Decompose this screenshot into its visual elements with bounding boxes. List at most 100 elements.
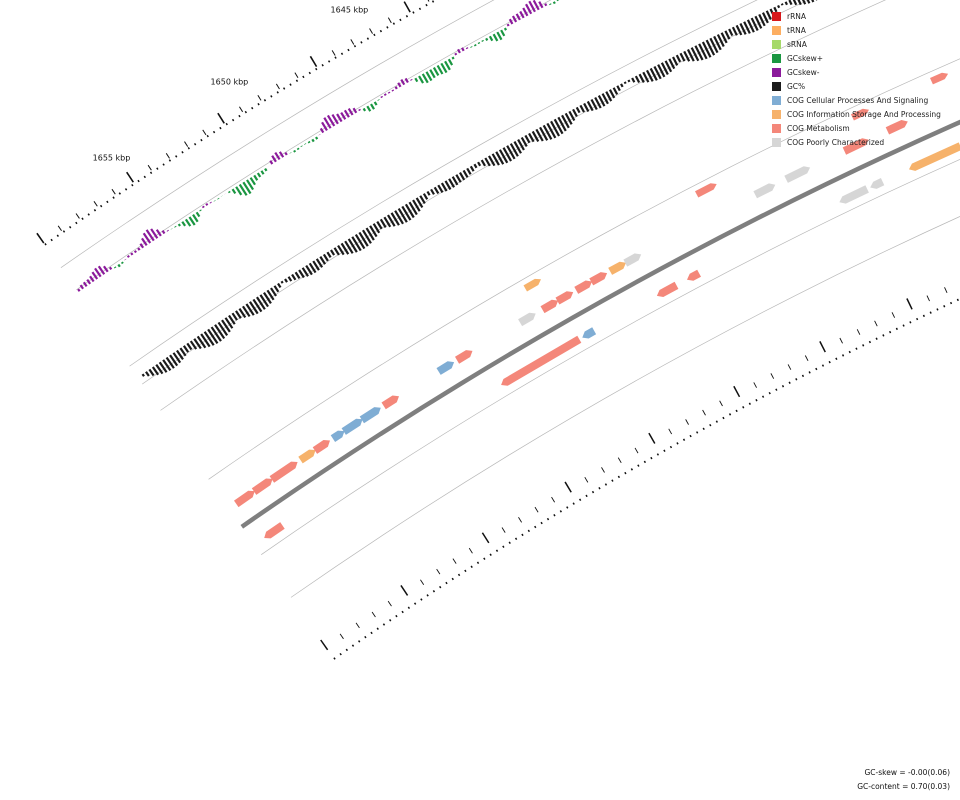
scale-tick xyxy=(93,201,98,207)
inner-tick xyxy=(355,622,360,629)
gc-content-bar xyxy=(758,13,766,27)
gcskew-minus-bar xyxy=(311,138,315,143)
gcskew-plus-bar xyxy=(319,127,325,134)
gc-content-bar xyxy=(616,85,621,92)
gcskew-plus-bar xyxy=(358,108,361,112)
gc-content-bar xyxy=(291,273,297,281)
gcskew-minus-bar xyxy=(249,177,256,186)
gc-content-bar xyxy=(351,236,362,252)
gc-content-bar xyxy=(801,0,807,5)
gc-content-bar xyxy=(520,136,528,147)
gcskew-plus-bar xyxy=(331,114,339,125)
scale-tick xyxy=(126,171,134,183)
gc-content-bar xyxy=(308,262,317,274)
statistics: GC-skew = -0.00(0.06) GC-content = 0.70(… xyxy=(857,766,950,794)
inner-tick xyxy=(648,432,656,444)
gc-content-bar xyxy=(561,114,570,129)
gc-content-bar xyxy=(151,366,160,376)
gcskew-plus-bar xyxy=(79,284,85,290)
gc-content-bar xyxy=(477,161,482,167)
gc-content-bar xyxy=(379,218,387,228)
gc-content-bar xyxy=(653,66,662,80)
gcskew-plus-bar xyxy=(155,229,162,237)
gc-content-bar xyxy=(811,0,815,3)
gc-content-stat: GC-content = 0.70(0.03) xyxy=(857,782,950,791)
gc-content-bar xyxy=(701,41,712,58)
gc-content-bar xyxy=(430,188,435,195)
gene-arrow xyxy=(251,478,273,495)
gc-content-bar xyxy=(404,203,415,219)
gcskew-minus-bar xyxy=(496,31,503,41)
gene-arrow xyxy=(518,312,536,327)
gc-content-bar xyxy=(422,193,429,200)
gc-content-bar xyxy=(263,291,272,304)
gene-arrow xyxy=(264,522,285,539)
gc-content-bar xyxy=(780,3,784,6)
gc-content-bar xyxy=(408,201,418,216)
gc-content-bar xyxy=(746,19,755,33)
gc-content-bar xyxy=(444,180,452,190)
kbp-labels: 1615 kbp1620 kbp1625 kbp1630 kbp1635 kbp… xyxy=(93,5,369,162)
track-guide xyxy=(260,159,960,555)
inner-tick xyxy=(719,400,723,407)
gc-content-bar xyxy=(716,34,725,47)
gc-content-bar xyxy=(612,87,619,95)
gene-arrow xyxy=(330,430,345,442)
gene-arrow xyxy=(753,183,776,199)
legend-item: GCskew- xyxy=(772,65,960,79)
gcskew-plus-bar xyxy=(391,89,395,92)
gc-content-bar xyxy=(221,319,231,333)
gc-content-bar xyxy=(788,0,793,6)
gc-content-bar xyxy=(165,356,175,369)
legend-item: COG Metabolism xyxy=(772,121,960,135)
gcskew-plus-bar xyxy=(161,229,166,235)
gc-content-bar xyxy=(491,153,500,166)
inner-tick xyxy=(856,329,861,335)
gc-content-bar xyxy=(169,354,179,367)
gcskew-plus-bar xyxy=(89,275,95,283)
legend-label: sRNA xyxy=(787,39,807,49)
gcskew-minus-bar xyxy=(436,64,444,75)
gc-content-bar xyxy=(469,165,475,172)
legend-label: COG Information Storage And Processing xyxy=(787,109,941,119)
backbone xyxy=(240,119,960,529)
gcskew-minus-bar xyxy=(315,136,319,140)
scale-tick xyxy=(184,141,189,147)
gc-content-bar xyxy=(743,21,751,34)
scale-tick xyxy=(427,0,430,2)
inner-tick xyxy=(468,547,473,554)
gc-content-bar xyxy=(631,77,636,83)
gcskew-plus-bar xyxy=(86,279,92,285)
gc-content-bar xyxy=(535,128,544,142)
gc-content-bar xyxy=(773,6,778,13)
gc-content-bar xyxy=(724,30,731,40)
inner-tick xyxy=(926,295,930,302)
gcskew-plus-bar xyxy=(108,266,113,270)
gc-content-bar xyxy=(252,298,263,313)
legend-label: COG Cellular Processes And Signaling xyxy=(787,95,929,105)
gcskew-minus-bar xyxy=(556,0,560,2)
gene-arrow xyxy=(850,108,869,121)
legend-label: GCskew+ xyxy=(787,53,824,63)
legend-swatch xyxy=(772,11,781,21)
gc-content-bar xyxy=(517,138,525,151)
inner-tick xyxy=(944,287,948,293)
gc-content-bar xyxy=(498,149,509,164)
gcskew-minus-bar xyxy=(429,69,436,79)
gc-content-bar xyxy=(319,256,327,265)
gc-content-bar xyxy=(694,45,704,61)
gene-arrow xyxy=(540,299,559,314)
scale-tick xyxy=(257,95,262,101)
scale-tick xyxy=(147,164,152,171)
scale-tick xyxy=(36,232,45,244)
gc-content-bar xyxy=(608,89,616,99)
gc-content-bar xyxy=(273,285,280,293)
gc-content-bar xyxy=(419,195,426,205)
gc-content-bar xyxy=(720,32,728,44)
gcskew-minus-bar xyxy=(492,33,499,42)
gc-content-bar xyxy=(594,97,602,109)
gc-content-bar xyxy=(228,314,236,325)
gcskew-minus-bar xyxy=(432,67,440,76)
gc-content-bar xyxy=(207,328,219,344)
gc-content-bar xyxy=(372,223,381,234)
